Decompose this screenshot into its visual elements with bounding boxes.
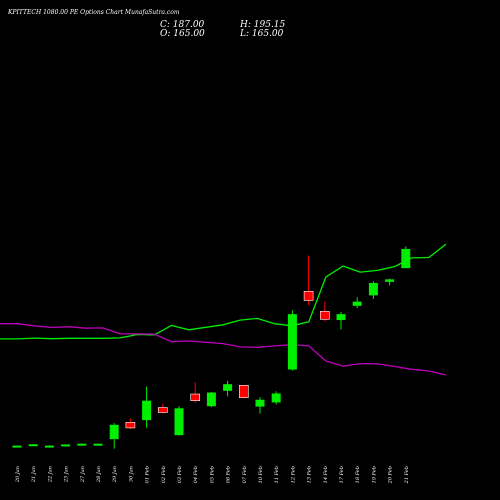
x-tick-label: 01 Feb — [145, 466, 151, 483]
candle — [125, 418, 136, 430]
x-tick-label: 19 Feb — [371, 466, 377, 483]
candle-body — [125, 422, 136, 429]
candle — [61, 444, 71, 447]
x-tick-label: 11 Feb — [274, 466, 280, 483]
candle — [44, 445, 54, 448]
x-tick-label: 02 Feb — [161, 466, 167, 483]
x-tick-label: 03 Feb — [177, 466, 183, 483]
indicator-lines — [0, 243, 447, 376]
chart-title: KPITTECH 1080.00 PE Options Chart Munafa… — [8, 9, 180, 16]
x-tick-label: 12 Feb — [290, 466, 296, 483]
x-tick-label: 04 Feb — [193, 466, 199, 483]
candle-body — [336, 314, 346, 321]
candle-body — [109, 424, 119, 440]
x-tick-label: 18 Feb — [355, 466, 361, 483]
low-label: L: — [240, 29, 250, 39]
x-tick-label: 27 Jan — [80, 466, 86, 483]
candle-body — [142, 400, 152, 421]
open-label: O: — [160, 29, 171, 39]
x-tick-label: 17 Feb — [339, 466, 345, 483]
close-label: C: — [160, 20, 170, 30]
candle — [385, 278, 395, 286]
candle — [223, 380, 233, 397]
candle — [109, 423, 119, 449]
x-tick-label: 06 Feb — [226, 466, 232, 483]
candle-body — [239, 384, 249, 398]
candle-body — [158, 407, 168, 413]
candle-body — [61, 444, 71, 447]
x-tick-label: 13 Feb — [307, 466, 313, 483]
candle — [271, 391, 281, 405]
x-tick-label: 07 Feb — [242, 466, 248, 483]
x-tick-label: 30 Jan — [128, 466, 134, 482]
indicator-line-2 — [0, 323, 447, 376]
x-tick-label: 10 Feb — [258, 466, 264, 483]
high-label: H: — [240, 20, 251, 30]
candle — [77, 443, 87, 446]
x-tick-label: 20 Jan — [15, 466, 21, 483]
x-tick-label: 20 Feb — [388, 466, 394, 484]
x-tick-label: 22 Jan — [47, 466, 53, 483]
x-axis-tick-labels: 20 Jan 21 Jan 22 Jan 23 Jan 27 Jan 28 Jan 29 J… — [15, 466, 410, 484]
candle-body — [287, 314, 297, 370]
x-tick-label: 05 Feb — [209, 466, 215, 483]
candle-body — [401, 248, 411, 269]
candle — [319, 301, 330, 322]
candle-body — [12, 445, 22, 448]
candle-body — [352, 301, 362, 306]
candle — [255, 397, 265, 414]
close-value: 187.00 — [172, 20, 205, 30]
candle-body — [206, 392, 216, 407]
indicator-line-1 — [0, 243, 447, 340]
candle — [336, 311, 346, 330]
high-readout: H: 195.15 — [240, 20, 285, 30]
candle-body — [223, 384, 233, 391]
candle-body — [28, 444, 38, 447]
open-value: 165.00 — [173, 29, 205, 39]
candle — [28, 444, 38, 447]
candle-body — [303, 291, 314, 301]
candle — [287, 310, 297, 371]
candle-body — [174, 408, 184, 436]
candle-body — [271, 393, 281, 403]
close-readout: C: 187.00 — [160, 20, 204, 30]
candle — [93, 443, 103, 446]
candle — [158, 403, 168, 414]
candle — [401, 246, 411, 269]
candle-body — [93, 443, 103, 446]
candle-body — [385, 279, 395, 282]
candle-body — [368, 282, 378, 296]
candle-body — [77, 443, 87, 446]
candles — [12, 246, 411, 449]
candle — [206, 391, 216, 408]
open-readout: O: 165.00 — [160, 29, 205, 39]
x-tick-label: 29 Jan — [112, 466, 118, 483]
candle — [303, 255, 314, 305]
low-value: 165.00 — [251, 29, 284, 39]
x-tick-label: 14 Feb — [323, 466, 329, 483]
candle-body — [44, 445, 54, 448]
low-readout: L: 165.00 — [240, 29, 283, 39]
candle-body — [319, 311, 330, 320]
x-tick-label: 28 Jan — [96, 466, 102, 483]
candle — [352, 297, 362, 309]
x-tick-label: 21 Jan — [31, 466, 37, 483]
candle — [12, 445, 22, 448]
candle — [368, 281, 378, 299]
high-value: 195.15 — [253, 20, 286, 30]
candle-body — [255, 399, 265, 407]
candle — [239, 384, 249, 399]
x-tick-label: 21 Feb — [404, 466, 410, 484]
candle — [142, 386, 152, 428]
candle — [174, 406, 184, 436]
x-tick-label: 23 Jan — [64, 466, 70, 483]
candle — [190, 382, 200, 403]
candle-body — [190, 393, 200, 402]
